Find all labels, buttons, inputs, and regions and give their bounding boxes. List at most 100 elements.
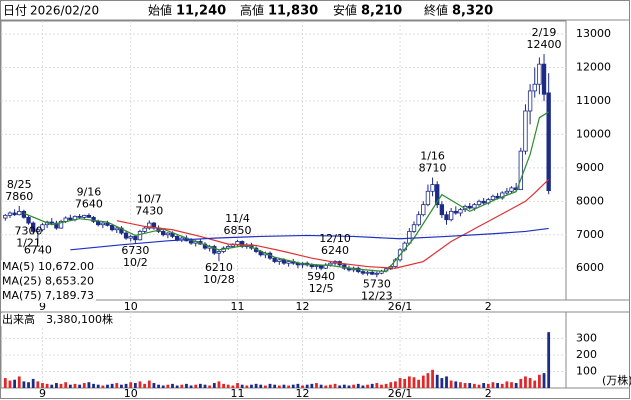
- candle-body: [26, 216, 31, 224]
- volume-bar: [254, 383, 258, 388]
- volume-bar: [143, 383, 147, 388]
- candle-body: [272, 257, 277, 262]
- x-tick-label: 26/1: [388, 300, 413, 313]
- candle-body: [91, 216, 96, 222]
- annotation-date: 10/2: [123, 256, 148, 269]
- candle-body: [119, 227, 124, 234]
- volume-bar: [110, 383, 114, 388]
- x-tick-label: 10: [124, 387, 138, 400]
- candle-body: [435, 184, 440, 206]
- volume-bar: [468, 383, 472, 388]
- candle-body: [523, 110, 528, 152]
- volume-bar: [73, 383, 77, 388]
- volume-bar: [463, 383, 467, 388]
- volume-bar: [347, 385, 351, 388]
- candle-body: [541, 63, 547, 95]
- candle-body: [458, 209, 463, 214]
- candle-body: [328, 262, 333, 266]
- candle-body: [174, 236, 180, 241]
- x-tick-label: 2: [485, 387, 492, 400]
- candle-body: [100, 222, 106, 226]
- x-tick-label: 2: [485, 300, 492, 313]
- volume-latest: 3,380,100株: [46, 312, 113, 326]
- annotation-value: 12400: [527, 38, 562, 51]
- volume-bar: [537, 374, 541, 388]
- volume-bar: [101, 385, 105, 388]
- candle-body: [123, 232, 129, 239]
- volume-bar: [78, 384, 82, 388]
- candle-body: [7, 212, 13, 216]
- volume-title-box: [1, 313, 121, 326]
- volume-bar: [236, 383, 239, 388]
- candle-body: [114, 227, 119, 231]
- volume-bar: [519, 378, 523, 388]
- candle-body: [147, 222, 152, 229]
- volume-bar: [440, 378, 444, 388]
- volume-bar: [13, 379, 17, 388]
- volume-bar: [250, 384, 253, 388]
- volume-bar: [472, 383, 476, 388]
- candle-body: [314, 265, 319, 267]
- volume-bar: [547, 332, 551, 388]
- candle-body: [504, 190, 510, 194]
- candle-body: [430, 184, 435, 192]
- volume-bar: [514, 383, 518, 388]
- y-tick-label: 9000: [576, 161, 604, 174]
- candle-body: [527, 90, 533, 112]
- volume-bar: [301, 385, 304, 388]
- low-label: 安値: [333, 3, 357, 18]
- volume-bar: [287, 385, 291, 388]
- candle-body: [133, 236, 138, 241]
- moving-average: [70, 227, 549, 251]
- open-label: 始値: [148, 3, 172, 18]
- candle-body: [82, 214, 87, 218]
- volume-bar: [477, 384, 481, 388]
- x-tick-label: 11: [231, 300, 245, 313]
- x-tick-label: 9: [39, 387, 46, 400]
- date-label: 日付: [3, 4, 27, 18]
- y-tick-label: 13000: [576, 27, 611, 40]
- candle-body: [137, 231, 143, 241]
- volume-bar: [445, 376, 448, 388]
- volume-bar: [319, 384, 323, 388]
- volume-bar: [384, 383, 388, 388]
- volume-bar: [403, 378, 407, 388]
- volume-bar: [375, 383, 379, 388]
- candle-body: [481, 200, 486, 204]
- annotation-value: 7300: [15, 225, 43, 238]
- volume-bar: [310, 383, 314, 388]
- annotation-date: 1/21: [16, 237, 41, 250]
- candle-body: [86, 214, 92, 218]
- volume-bar: [407, 376, 411, 388]
- volume-bar: [55, 383, 58, 388]
- plot: 6000 7000 8000 9000 10000 11000 12000 13000 9 9 10…: [1, 21, 631, 400]
- moving-average: [116, 179, 550, 269]
- volume-bar: [315, 383, 318, 388]
- candle-body: [286, 261, 291, 264]
- volume-bar: [370, 383, 374, 388]
- annotation-value: 8710: [419, 162, 447, 175]
- volume-bar: [198, 383, 202, 388]
- y-tick-label: 100: [576, 364, 597, 377]
- volume-bar: [342, 384, 346, 388]
- candle-body: [96, 220, 101, 226]
- volume-bar: [120, 384, 123, 388]
- low-value: 8,210: [361, 4, 402, 19]
- close-value: 8,320: [452, 4, 493, 19]
- volume-bar: [398, 378, 402, 388]
- volume-bar: [412, 377, 416, 388]
- volume-bar: [435, 374, 439, 388]
- volume-bar: [305, 384, 309, 388]
- volume-bar: [454, 381, 458, 388]
- volume-bar: [82, 383, 86, 388]
- volume-bar: [231, 385, 235, 388]
- annotation-value: 6850: [224, 224, 252, 237]
- y-tick-label: 12000: [576, 61, 611, 74]
- candle-body: [532, 83, 537, 92]
- moving-average: [23, 111, 549, 273]
- x-tick-label: 11: [231, 387, 245, 400]
- annotation-date: 2/19: [532, 26, 557, 39]
- volume-bar: [394, 381, 397, 388]
- candle-body: [281, 259, 287, 264]
